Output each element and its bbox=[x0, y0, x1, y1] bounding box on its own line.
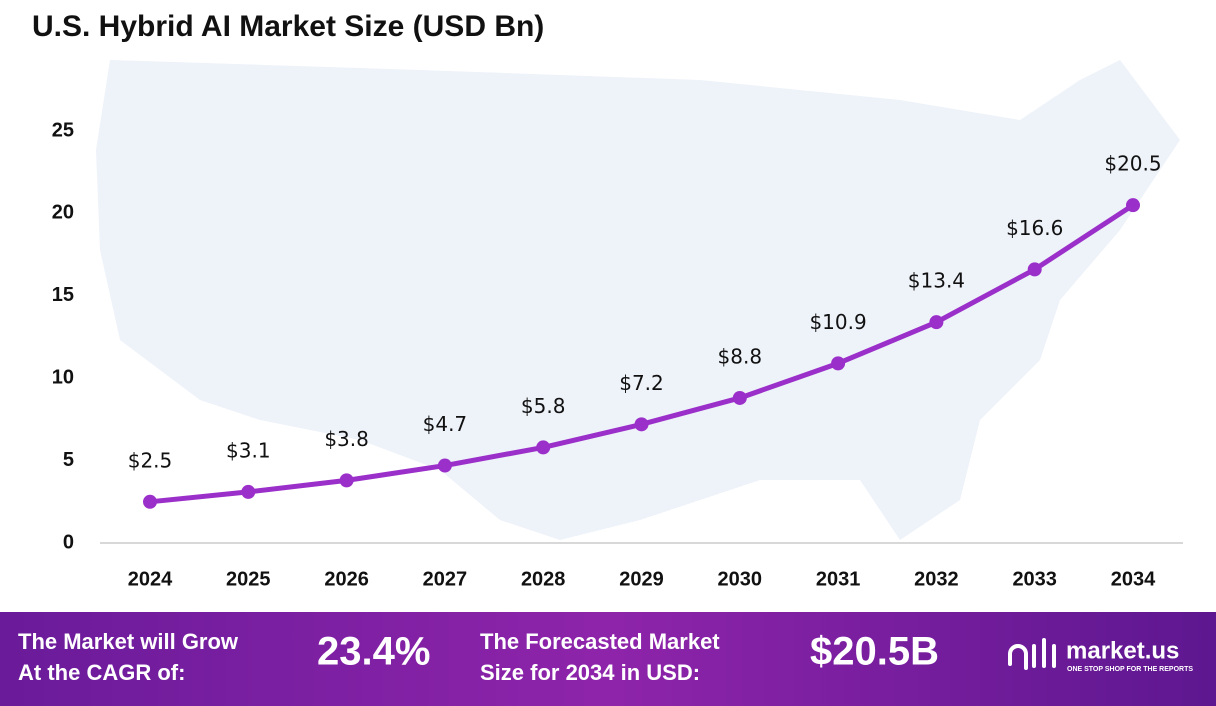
chart-title: U.S. Hybrid AI Market Size (USD Bn) bbox=[32, 10, 544, 43]
x-tick-label: 2025 bbox=[226, 568, 271, 590]
tagline: ONE STOP SHOP FOR THE REPORTS bbox=[1067, 666, 1193, 673]
value-label: $8.8 bbox=[718, 344, 763, 368]
point bbox=[437, 458, 452, 473]
map-silhouette bbox=[96, 60, 1180, 540]
value-label: $10.9 bbox=[809, 310, 866, 334]
point bbox=[339, 473, 354, 488]
point bbox=[634, 417, 649, 432]
cagr-label: At the CAGR of: bbox=[18, 660, 185, 685]
point bbox=[1126, 198, 1140, 213]
x-tick-label: 2032 bbox=[914, 568, 959, 590]
x-tick-label: 2024 bbox=[128, 568, 173, 590]
x-tick-label: 2034 bbox=[1111, 568, 1156, 590]
value-label: $4.7 bbox=[423, 412, 468, 436]
x-tick-label: 2033 bbox=[1012, 568, 1057, 590]
x-tick-label: 2031 bbox=[816, 568, 861, 590]
value-label: $20.5 bbox=[1104, 152, 1161, 176]
x-tick-label: 2026 bbox=[324, 568, 369, 590]
forecast-label: The Forecasted Market bbox=[480, 629, 720, 654]
point bbox=[241, 484, 256, 499]
brand: market.us bbox=[1066, 637, 1179, 664]
cagr-value: 23.4% bbox=[317, 630, 430, 674]
value-label: $2.5 bbox=[128, 448, 173, 472]
x-tick-label: 2029 bbox=[619, 568, 664, 590]
point bbox=[536, 440, 551, 455]
forecast-value: $20.5B bbox=[810, 630, 939, 674]
value-label: $16.6 bbox=[1006, 216, 1063, 240]
point bbox=[831, 356, 846, 371]
x-tick-label: 2027 bbox=[423, 568, 468, 590]
value-label: $13.4 bbox=[908, 269, 965, 293]
cagr-label: The Market will Grow bbox=[18, 629, 239, 654]
forecast-label: Size for 2034 in USD: bbox=[480, 660, 700, 685]
logo-icon bbox=[1008, 638, 1056, 670]
value-label: $3.8 bbox=[324, 427, 369, 451]
point bbox=[143, 494, 157, 509]
value-label: $7.2 bbox=[619, 371, 664, 395]
y-tick-label: 20 bbox=[52, 202, 74, 224]
value-label: $3.1 bbox=[226, 438, 271, 462]
y-tick-label: 15 bbox=[52, 284, 74, 306]
y-tick-label: 0 bbox=[63, 531, 74, 553]
point bbox=[732, 390, 747, 405]
x-tick-label: 2028 bbox=[521, 568, 566, 590]
y-tick-label: 5 bbox=[63, 449, 74, 471]
footer-band bbox=[0, 612, 1216, 706]
value-label: $5.8 bbox=[521, 394, 566, 418]
point bbox=[1027, 262, 1042, 277]
y-tick-label: 25 bbox=[52, 119, 74, 141]
x-tick-label: 2030 bbox=[718, 568, 763, 590]
point bbox=[929, 315, 944, 330]
y-tick-label: 10 bbox=[52, 366, 74, 388]
